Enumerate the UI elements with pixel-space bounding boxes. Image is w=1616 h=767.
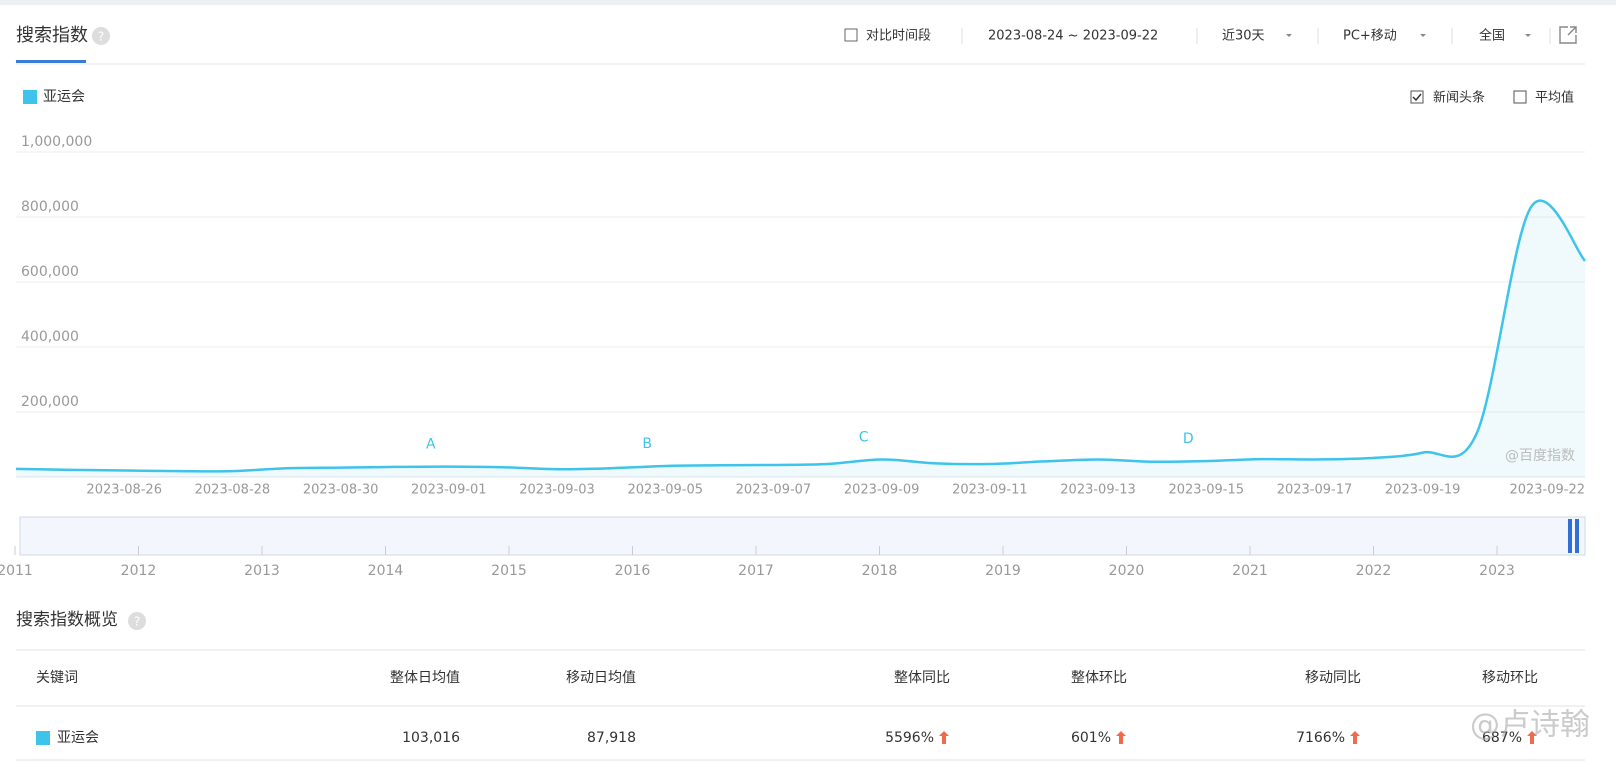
y-tick-label: 400,000: [21, 329, 79, 345]
y-tick-label: 200,000: [21, 394, 79, 410]
y-tick-label: 600,000: [21, 264, 79, 280]
help-mark: ?: [134, 615, 140, 629]
year-label: 2022: [1356, 563, 1392, 579]
nav-handle[interactable]: [1568, 519, 1572, 553]
x-tick-label: 2023-09-07: [736, 483, 812, 498]
up-arrow: [1116, 731, 1126, 744]
help-mark: ?: [98, 30, 104, 44]
news-toggle[interactable]: 新闻头条: [1433, 90, 1485, 106]
x-tick-label: 2023-09-11: [952, 483, 1028, 498]
x-tick-label: 2023-09-05: [627, 483, 703, 498]
up-arrow: [939, 731, 949, 744]
annotation: C: [859, 429, 869, 445]
compare-toggle[interactable]: 对比时间段: [866, 29, 931, 44]
x-tick-label: 2023-09-15: [1168, 483, 1244, 498]
year-label: 2014: [368, 563, 404, 579]
year-label: 2021: [1232, 563, 1268, 579]
watermark: @卢诗翰: [1470, 708, 1590, 743]
check-mark: [1412, 93, 1422, 102]
checkbox[interactable]: [1513, 90, 1527, 104]
x-tick-label: 2023-09-13: [1060, 483, 1136, 498]
x-tick-label: 2023-09-17: [1277, 483, 1353, 498]
y-tick-label: 1,000,000: [21, 134, 92, 150]
line: [15, 199, 1586, 473]
table-cell: 687%: [1482, 730, 1522, 746]
year-label: 2015: [491, 563, 527, 579]
region-select[interactable]: 全国: [1479, 28, 1505, 44]
year-label: 2017: [738, 563, 774, 579]
chart: 200,000 400,000 600,000 800,000 1,000,000 202…: [15, 89, 1586, 498]
year-label: 2011: [0, 563, 33, 579]
dropdown-arrows: [1286, 34, 1531, 37]
table-header: 关键词: [36, 670, 78, 686]
table-header: 移动日均值: [566, 670, 636, 686]
year-label: 2023: [1479, 563, 1515, 579]
x-tick-label: 2023-09-09: [844, 483, 920, 498]
table-cell: 5596%: [885, 730, 934, 746]
table-header: 整体环比: [1071, 670, 1127, 686]
year-label: 2019: [985, 563, 1021, 579]
table-header: 移动同比: [1305, 670, 1361, 686]
table-cell: 7166%: [1296, 730, 1345, 746]
separators: [961, 28, 1551, 44]
up-arrow: [1527, 731, 1537, 744]
x-tick-label: 2023-09-19: [1385, 483, 1461, 498]
up-arrow: [1350, 731, 1360, 744]
table-cell: 601%: [1071, 730, 1111, 746]
date-range[interactable]: 2023-08-24 ~ 2023-09-22: [988, 29, 1158, 44]
checkbox[interactable]: [1410, 90, 1424, 104]
table-header: 移动环比: [1482, 670, 1538, 686]
table-cell: 103,016: [402, 730, 460, 746]
keyword-swatch: [36, 731, 50, 745]
annotation: D: [1183, 431, 1194, 447]
area: [16, 200, 1585, 477]
annotation: B: [642, 436, 652, 452]
x-tick-label: 2023-09-22: [1509, 483, 1585, 498]
help-icon[interactable]: [128, 612, 146, 630]
help-icon[interactable]: [92, 27, 110, 45]
navigator-axis: 2011 2012 2013 2014 2015 2016 2017 2018 2019 2020…: [0, 546, 1515, 579]
table-cell: 亚运会: [57, 730, 99, 746]
tab-underline: [16, 60, 86, 63]
year-label: 2013: [244, 563, 280, 579]
table-header: 整体日均值: [390, 670, 460, 686]
year-label: 2016: [615, 563, 651, 579]
x-tick-label: 2023-08-26: [86, 483, 162, 498]
year-label: 2012: [121, 563, 157, 579]
table-cell: 87,918: [587, 730, 636, 746]
year-label: 2018: [862, 563, 898, 579]
device-select[interactable]: PC+移动: [1343, 29, 1397, 44]
year-label: 2020: [1109, 563, 1145, 579]
overview-title: 搜索指数概览: [16, 610, 118, 630]
x-tick-label: 2023-09-01: [411, 483, 487, 498]
period-select[interactable]: 近30天: [1222, 29, 1265, 44]
x-tick-label: 2023-08-28: [195, 483, 271, 498]
average-toggle[interactable]: 平均值: [1535, 90, 1574, 106]
x-tick-label: 2023-09-03: [519, 483, 595, 498]
top-strip: [0, 0, 1616, 5]
chart-watermark: @百度指数: [1505, 448, 1575, 464]
annotation: A: [426, 437, 436, 453]
section-title: 搜索指数: [16, 25, 88, 46]
legend-label: 亚运会: [43, 89, 85, 105]
table-header: 整体同比: [894, 670, 950, 686]
navigator[interactable]: [19, 516, 1586, 556]
nav-handle[interactable]: [1575, 519, 1579, 553]
checkbox[interactable]: [844, 28, 858, 42]
export-icon[interactable]: [1559, 26, 1577, 44]
y-tick-label: 800,000: [21, 199, 79, 215]
x-tick-label: 2023-08-30: [303, 483, 379, 498]
legend-swatch: [23, 90, 37, 104]
